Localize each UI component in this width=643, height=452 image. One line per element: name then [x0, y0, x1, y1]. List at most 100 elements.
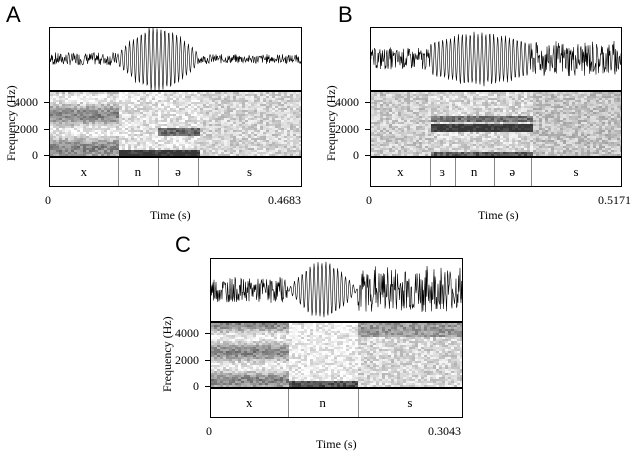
spectrogram-cell — [428, 120, 431, 122]
spectrogram-cell — [50, 148, 53, 150]
spectrogram-cell — [458, 112, 461, 114]
spectrogram-cell — [566, 148, 569, 150]
spectrogram-cell — [173, 96, 176, 98]
spectrogram-cell — [293, 146, 296, 148]
spectrogram-cell — [101, 102, 104, 104]
spectrogram-cell — [497, 122, 500, 124]
spectrogram-cell — [158, 118, 161, 120]
spectrogram-cell — [56, 116, 59, 118]
spectrogram-cell — [422, 94, 425, 96]
spectrogram-cell — [104, 128, 107, 130]
spectrogram-cell — [101, 100, 104, 102]
spectrogram-cell — [200, 118, 203, 120]
spectrogram-cell — [290, 150, 293, 152]
spectrogram-cell — [434, 148, 437, 150]
spectrogram-cell — [545, 124, 548, 126]
spectrogram-cell — [536, 114, 539, 116]
spectrogram-cell — [212, 142, 215, 144]
spectrogram-cell — [71, 146, 74, 148]
spectrogram-cell — [293, 96, 296, 98]
spectrogram-cell — [95, 132, 98, 134]
waveform-b-svg — [371, 31, 621, 87]
spectrogram-cell — [254, 120, 257, 122]
spectrogram-cell — [446, 98, 449, 100]
spectrogram-cell — [539, 106, 542, 108]
spectrogram-cell — [515, 116, 518, 118]
spectrogram-cell — [407, 136, 410, 138]
spectrogram-cell — [287, 110, 290, 112]
spectrogram-cell — [167, 148, 170, 150]
spectrogram-cell — [209, 120, 212, 122]
spectrogram-cell — [233, 132, 236, 134]
spectrogram-cell — [491, 120, 494, 122]
spectrogram-cell — [149, 146, 152, 148]
spectrogram-cell — [119, 130, 122, 132]
spectrogram-cell — [446, 142, 449, 144]
spectrogram-cell — [245, 152, 248, 154]
spectrogram-cell — [572, 100, 575, 102]
spectrogram-cell — [266, 122, 269, 124]
spectrogram-cell — [497, 126, 500, 128]
spectrogram-cell — [446, 140, 449, 142]
spectrogram-cell — [374, 94, 377, 96]
spectrogram-cell — [299, 136, 301, 138]
spectrogram-cell — [296, 112, 299, 114]
spectrogram-cell — [575, 122, 578, 124]
spectrogram-cell — [476, 100, 479, 102]
spectrogram-cell — [383, 144, 386, 146]
spectrogram-cell — [452, 112, 455, 114]
spectrogram-cell — [455, 112, 458, 114]
spectrogram-cell — [155, 126, 158, 128]
spectrogram-cell — [509, 120, 512, 122]
spectrogram-cell — [563, 128, 566, 130]
spectrogram-cell — [209, 94, 212, 96]
spectrogram-cell — [533, 144, 536, 146]
spectrogram-cell — [263, 142, 266, 144]
spectrogram-cell — [512, 108, 515, 110]
spectrogram-cell — [434, 92, 437, 94]
spectrogram-cell — [137, 116, 140, 118]
spectrogram-cell — [104, 150, 107, 152]
spectrogram-cell — [131, 128, 134, 130]
spectrogram-cell — [386, 128, 389, 130]
spectrogram-cell — [113, 134, 116, 136]
spectrogram-cell — [275, 94, 278, 96]
spectrogram-cell — [581, 112, 584, 114]
spectrogram-cell — [431, 108, 434, 110]
spectrogram-cell — [398, 104, 401, 106]
spectrogram-cell — [581, 150, 584, 152]
spectrogram-cell — [503, 110, 506, 112]
spectrogram-cell — [212, 140, 215, 142]
spectrogram-cell — [539, 148, 542, 150]
spectrogram-cell — [176, 98, 179, 100]
spectrogram-cell — [395, 98, 398, 100]
spectrogram-cell — [131, 146, 134, 148]
spectrogram-cell — [134, 94, 137, 96]
spectrogram-cell — [548, 148, 551, 150]
spectrogram-cell — [74, 130, 77, 132]
spectrogram-cell — [146, 98, 149, 100]
spectrogram-cell — [563, 110, 566, 112]
spectrogram-cell — [278, 134, 281, 136]
spectrogram-cell — [443, 150, 446, 152]
spectrogram-cell — [569, 134, 572, 136]
spectrogram-cell — [155, 100, 158, 102]
spectrogram-cell — [257, 110, 260, 112]
spectrogram-cell — [77, 150, 80, 152]
spectrogram-cell — [431, 140, 434, 142]
spectrogram-cell — [164, 126, 167, 128]
spectrogram-cell — [473, 98, 476, 100]
spectrogram-cell — [404, 128, 407, 130]
spectrogram-cell — [158, 108, 161, 110]
spectrogram-cell — [518, 120, 521, 122]
spectrogram-cell — [119, 150, 122, 152]
spectrogram-cell — [287, 104, 290, 106]
spectrogram-cell — [233, 102, 236, 104]
spectrogram-cell — [299, 150, 301, 152]
spectrogram-cell — [71, 124, 74, 126]
spectrogram-cell — [434, 108, 437, 110]
spectrogram-cell — [233, 100, 236, 102]
spectrogram-cell — [506, 134, 509, 136]
spectrogram-cell — [227, 110, 230, 112]
spectrogram-cell — [257, 102, 260, 104]
